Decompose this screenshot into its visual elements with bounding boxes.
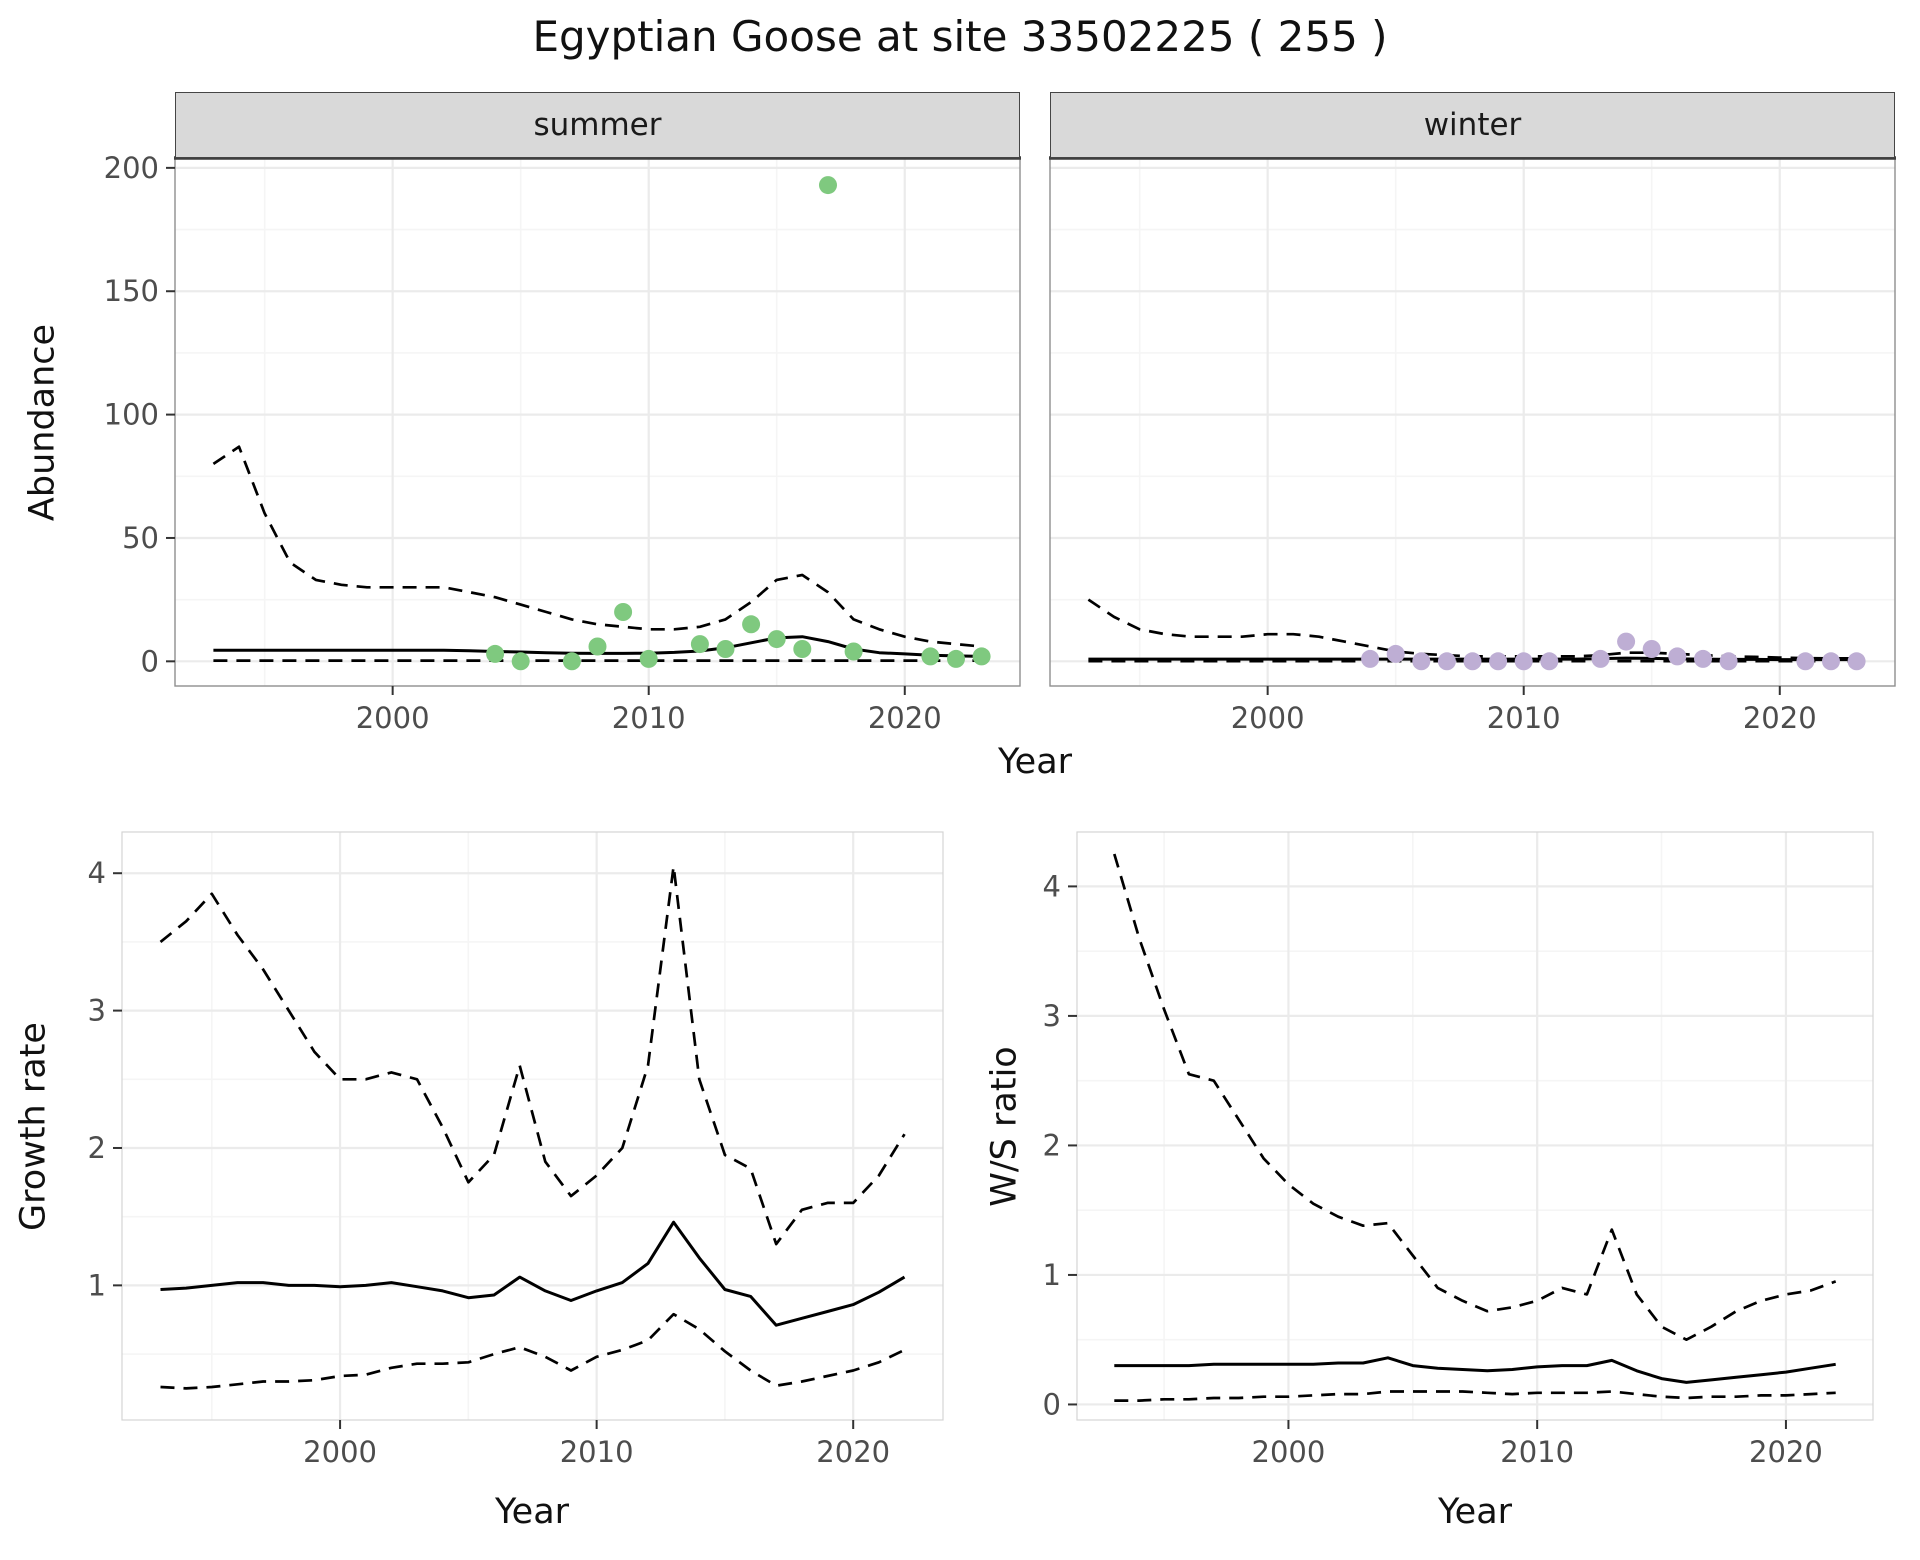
growth-rate-lower-ci-line — [160, 1312, 906, 1390]
abundance-summer-y-tick-label: 50 — [122, 521, 159, 555]
abundance-winter-data-point — [1540, 652, 1559, 671]
plot-title: Egyptian Goose at site 33502225 ( 255 ) — [532, 12, 1388, 61]
abundance-summer-data-point — [716, 640, 735, 658]
growth-rate-y-axis-title: Growth rate — [13, 1022, 54, 1231]
abundance-winter-data-point — [1796, 652, 1815, 671]
ws-ratio-panel-border — [1076, 831, 1874, 1421]
growth-rate-y-tick-label: 4 — [88, 856, 106, 890]
abundance-summer-upper-ci-line — [212, 445, 982, 648]
ws-ratio-lower-ci-line — [1114, 1390, 1836, 1402]
ws-ratio-x-tick-label: 2020 — [1749, 1435, 1823, 1469]
abundance-summer-data-point — [947, 649, 965, 668]
growth-rate-x-tick-label: 2020 — [816, 1435, 890, 1469]
abundance-x-axis-title: Year — [997, 742, 1073, 782]
growth-rate-y-tick-label: 2 — [88, 1131, 106, 1165]
growth-rate-upper-ci-line — [159, 864, 906, 1246]
abundance-summer-x-tick-label: 2000 — [356, 701, 430, 735]
abundance-winter-data-point — [1642, 640, 1661, 658]
growth-rate-panel-border — [121, 831, 944, 1421]
abundance-summer-data-point — [767, 630, 786, 649]
abundance-winter-data-point — [1668, 647, 1687, 666]
abundance-summer-data-point — [819, 176, 837, 195]
abundance-summer-data-point — [972, 647, 991, 666]
abundance-winter-data-point — [1822, 652, 1840, 671]
abundance-winter-data-point — [1437, 652, 1456, 671]
growth-rate-y-tick-label: 1 — [88, 1268, 106, 1302]
ws-ratio-y-tick-label: 2 — [1043, 1128, 1061, 1162]
abundance-summer-y-tick-label: 0 — [141, 644, 159, 678]
abundance-summer-data-point — [793, 640, 812, 658]
ws-ratio-y-tick-label: 3 — [1043, 999, 1061, 1033]
abundance-summer-data-point — [614, 603, 633, 621]
abundance-summer-data-point — [486, 644, 505, 663]
growth-rate-x-tick-label: 2010 — [560, 1435, 634, 1469]
growth-rate-y-tick-label: 3 — [88, 994, 106, 1028]
growth-rate-x-tick-label: 2000 — [303, 1435, 377, 1469]
ws-ratio-y-tick-label: 4 — [1043, 869, 1061, 903]
abundance-summer-x-tick-label: 2010 — [612, 701, 686, 735]
abundance-summer-data-point — [921, 647, 940, 666]
abundance-winter-data-point — [1361, 649, 1380, 668]
abundance-winter-x-tick-label: 2020 — [1743, 701, 1817, 735]
ws-ratio-fit-line — [1114, 1356, 1836, 1384]
abundance-summer-data-point — [742, 615, 761, 634]
abundance-summer-data-point — [588, 637, 607, 656]
ws-ratio-y-tick-label: 1 — [1043, 1258, 1061, 1292]
facet-strip-summer: summer — [175, 92, 1020, 158]
abundance-winter-data-point — [1489, 652, 1508, 671]
facet-strip-summer-label: summer — [533, 107, 662, 143]
abundance-winter-data-point — [1617, 632, 1636, 651]
ws-ratio-y-axis-title: W/S ratio — [984, 1046, 1025, 1207]
growth-rate-fit-line — [160, 1220, 906, 1327]
abundance-winter-upper-ci-line — [1087, 598, 1857, 660]
ws-ratio-x-axis-title: Year — [1437, 1492, 1513, 1532]
abundance-summer-data-point — [844, 642, 863, 661]
abundance-summer-y-tick-label: 100 — [104, 398, 159, 432]
abundance-winter-data-point — [1847, 652, 1866, 671]
facet-strip-winter-label: winter — [1423, 107, 1522, 143]
abundance-winter-data-point — [1514, 652, 1533, 671]
abundance-summer-data-point — [690, 635, 709, 654]
abundance-winter-data-point — [1463, 652, 1482, 671]
abundance-winter-x-tick-label: 2000 — [1231, 701, 1305, 735]
facet-strip-winter: winter — [1050, 92, 1895, 158]
ws-ratio-x-tick-label: 2010 — [1500, 1435, 1574, 1469]
abundance-winter-data-point — [1386, 644, 1405, 663]
abundance-summer-y-tick-label: 200 — [104, 151, 159, 185]
ws-ratio-y-tick-label: 0 — [1043, 1387, 1061, 1421]
abundance-summer-data-point — [511, 652, 530, 671]
abundance-winter-data-point — [1719, 652, 1738, 671]
abundance-y-axis-title: Abundance — [22, 323, 63, 522]
abundance-summer-panel-border — [174, 157, 1021, 687]
abundance-summer-data-point — [639, 649, 658, 668]
ws-ratio-upper-ci-line — [1113, 853, 1837, 1342]
growth-rate-x-axis-title: Year — [494, 1492, 570, 1532]
abundance-winter-x-tick-label: 2010 — [1487, 701, 1561, 735]
abundance-winter-panel-border — [1049, 157, 1896, 687]
abundance-winter-data-point — [1591, 649, 1610, 668]
abundance-summer-data-point — [562, 652, 581, 671]
abundance-summer-y-tick-label: 150 — [104, 274, 159, 308]
abundance-winter-data-point — [1412, 652, 1431, 671]
abundance-summer-x-tick-label: 2020 — [868, 701, 942, 735]
abundance-winter-data-point — [1694, 649, 1712, 668]
ws-ratio-x-tick-label: 2000 — [1252, 1435, 1326, 1469]
